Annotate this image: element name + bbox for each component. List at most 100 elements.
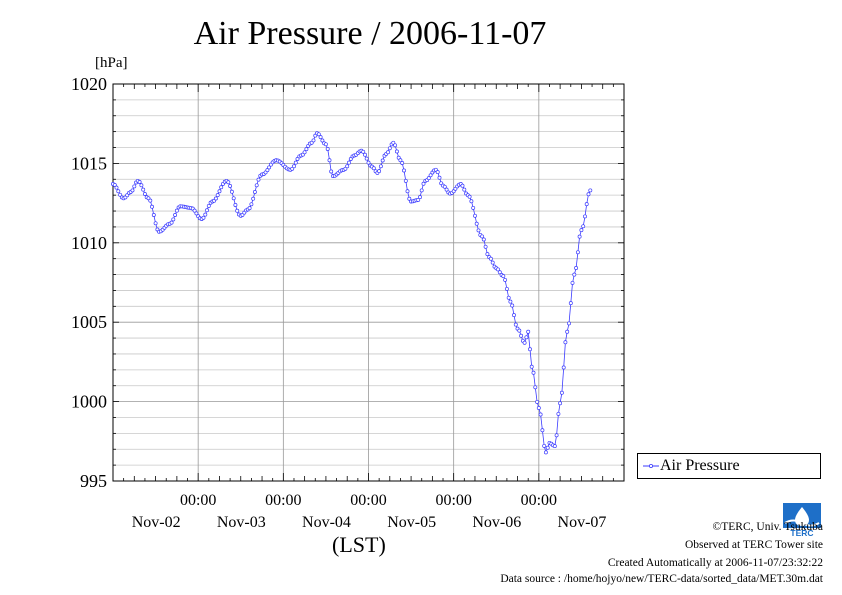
data-point — [290, 166, 295, 171]
data-point — [545, 445, 550, 450]
data-point — [407, 196, 412, 201]
data-point — [219, 185, 224, 190]
data-point — [345, 164, 350, 169]
data-point — [428, 173, 433, 178]
data-point — [249, 202, 254, 207]
x-tick-date-label: Nov-05 — [387, 514, 436, 531]
data-point — [386, 150, 390, 155]
data-point — [206, 203, 211, 208]
data-point — [174, 208, 179, 213]
data-point — [508, 299, 513, 304]
data-point — [203, 212, 208, 217]
data-point — [380, 158, 385, 163]
data-point — [426, 176, 431, 181]
data-point — [393, 143, 398, 148]
data-point — [584, 202, 589, 207]
data-point — [519, 333, 524, 338]
data-point — [543, 450, 548, 455]
data-point — [348, 157, 353, 161]
data-point — [398, 158, 403, 163]
data-point — [267, 165, 272, 170]
data-point — [460, 183, 465, 188]
data-point — [558, 401, 563, 406]
x-tick-date-label: Nov-07 — [558, 514, 607, 531]
data-point — [469, 199, 474, 204]
x-tick-time-label: 00:00 — [350, 492, 386, 509]
x-tick-time-label: 00:00 — [180, 492, 216, 509]
data-point — [574, 266, 579, 270]
data-point — [329, 169, 334, 174]
data-point — [526, 329, 531, 334]
data-point — [435, 170, 440, 175]
data-point — [228, 184, 233, 188]
data-point — [391, 140, 396, 145]
data-point — [561, 365, 566, 370]
data-point — [363, 152, 367, 157]
terc-logo: TERC — [783, 503, 821, 538]
data-point — [304, 147, 309, 152]
data-point — [377, 169, 382, 174]
data-point — [347, 160, 351, 165]
data-point — [316, 132, 321, 137]
data-point — [533, 385, 538, 390]
data-point — [568, 301, 573, 306]
y-tick-label: 995 — [80, 471, 107, 491]
data-point — [497, 270, 502, 275]
data-point — [496, 267, 500, 272]
data-point — [213, 196, 218, 201]
y-axis-unit: [hPa] — [95, 55, 128, 71]
data-point — [506, 295, 511, 300]
data-point — [194, 211, 199, 216]
data-point — [364, 156, 369, 161]
data-point — [485, 252, 490, 257]
data-point — [256, 177, 261, 182]
data-point — [327, 158, 332, 163]
data-point — [265, 168, 270, 173]
footer-observed: Observed at TERC Tower site — [684, 539, 823, 551]
data-point — [205, 208, 209, 213]
data-point — [462, 187, 467, 192]
data-point — [251, 196, 256, 201]
data-point — [421, 181, 426, 186]
data-point — [343, 166, 348, 171]
data-point — [254, 183, 259, 188]
data-point — [231, 196, 236, 201]
data-point — [112, 183, 117, 187]
data-point — [471, 205, 476, 210]
data-point — [400, 161, 405, 165]
data-point — [325, 147, 330, 151]
x-axis-label: (LST) — [332, 532, 386, 557]
data-point — [490, 260, 495, 265]
data-point — [575, 250, 580, 255]
data-point — [542, 443, 547, 448]
data-point — [473, 213, 477, 218]
data-point — [442, 184, 447, 189]
data-point — [565, 329, 570, 334]
data-point — [116, 189, 121, 194]
data-point — [132, 184, 137, 189]
series-line — [112, 132, 591, 454]
data-point — [581, 224, 586, 229]
data-point — [302, 150, 307, 155]
data-point — [476, 228, 481, 233]
data-point — [217, 189, 222, 194]
data-point — [531, 370, 536, 375]
footer-copyright: ©TERC, Univ. Tsukuba — [712, 521, 823, 533]
x-tick-time-label: 00:00 — [265, 492, 301, 509]
data-point — [504, 286, 509, 291]
data-point — [233, 203, 238, 207]
footer-created: Created Automatically at 2006-11-07/23:3… — [607, 557, 823, 569]
data-point — [226, 180, 231, 185]
legend-label: Air Pressure — [660, 457, 740, 474]
x-tick-date-label: Nov-06 — [472, 514, 521, 531]
data-point — [563, 340, 568, 345]
data-point — [139, 183, 144, 188]
data-point — [570, 280, 575, 285]
data-point — [579, 228, 584, 233]
data-point — [394, 149, 399, 154]
data-point — [567, 321, 571, 326]
data-point — [419, 188, 424, 193]
data-point — [318, 135, 323, 140]
data-point — [148, 198, 153, 203]
